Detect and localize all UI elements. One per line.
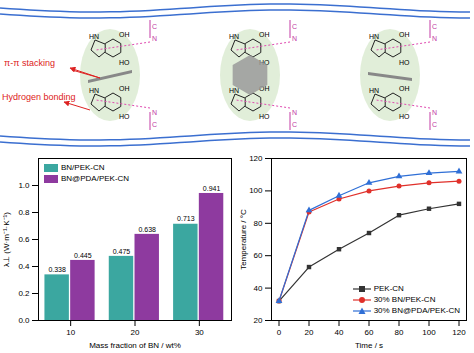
svg-text:HN: HN bbox=[89, 33, 99, 40]
svg-text:40: 40 bbox=[335, 328, 344, 337]
svg-text:120: 120 bbox=[249, 154, 263, 163]
svg-text:C: C bbox=[432, 23, 437, 30]
svg-text:40: 40 bbox=[254, 284, 263, 293]
svg-text:OH: OH bbox=[119, 31, 130, 38]
svg-text:π-π stacking: π-π stacking bbox=[4, 58, 55, 68]
svg-text:OH: OH bbox=[259, 31, 270, 38]
svg-text:60: 60 bbox=[365, 328, 374, 337]
svg-text:0.8: 0.8 bbox=[18, 208, 30, 217]
svg-text:HO: HO bbox=[399, 59, 410, 66]
svg-text:20: 20 bbox=[305, 328, 314, 337]
svg-text:30: 30 bbox=[195, 328, 204, 337]
svg-text:100: 100 bbox=[249, 186, 263, 195]
svg-text:Time / s: Time / s bbox=[355, 341, 383, 350]
svg-text:HN: HN bbox=[229, 87, 239, 94]
svg-text:HN: HN bbox=[369, 87, 379, 94]
svg-text:OH: OH bbox=[399, 31, 410, 38]
svg-text:80: 80 bbox=[254, 219, 263, 228]
svg-text:N: N bbox=[432, 109, 437, 116]
svg-text:OH: OH bbox=[119, 85, 130, 92]
svg-text:0.445: 0.445 bbox=[74, 252, 92, 259]
svg-text:HO: HO bbox=[259, 59, 270, 66]
html-text:BN@PDA/PEK-CN: BN@PDA/PEK-CN bbox=[61, 174, 130, 183]
svg-text:Mass fraction of BN / wt%: Mass fraction of BN / wt% bbox=[89, 341, 181, 350]
svg-text:0.941: 0.941 bbox=[203, 185, 221, 192]
svg-text:HO: HO bbox=[119, 59, 130, 66]
svg-text:C: C bbox=[292, 23, 297, 30]
svg-text:1.0: 1.0 bbox=[18, 181, 30, 190]
svg-text:N: N bbox=[292, 35, 297, 42]
html-text:30% BN@PDA/PEK-CN: 30% BN@PDA/PEK-CN bbox=[373, 306, 460, 315]
svg-text:100: 100 bbox=[422, 328, 436, 337]
svg-text:HN: HN bbox=[229, 33, 239, 40]
svg-text:120: 120 bbox=[452, 328, 466, 337]
svg-text:C: C bbox=[292, 121, 297, 128]
svg-text:10: 10 bbox=[66, 328, 75, 337]
svg-text:HO: HO bbox=[259, 113, 270, 120]
svg-text:Temperature / °C: Temperature / °C bbox=[239, 209, 248, 270]
svg-text:Hydrogen bonding: Hydrogen bonding bbox=[2, 92, 76, 102]
svg-text:HO: HO bbox=[399, 113, 410, 120]
html-text:30% BN/PEK-CN: 30% BN/PEK-CN bbox=[373, 295, 436, 304]
svg-text:HN: HN bbox=[369, 33, 379, 40]
svg-text:OH: OH bbox=[259, 85, 270, 92]
svg-text:0.6: 0.6 bbox=[18, 235, 30, 244]
svg-text:C: C bbox=[152, 23, 157, 30]
svg-text:HO: HO bbox=[119, 113, 130, 120]
svg-text:20: 20 bbox=[254, 316, 263, 325]
svg-text:N: N bbox=[152, 35, 157, 42]
svg-text:0.713: 0.713 bbox=[177, 215, 195, 222]
html-text:PEK-CN: PEK-CN bbox=[373, 284, 404, 293]
svg-text:0.475: 0.475 bbox=[113, 248, 131, 255]
svg-text:OH: OH bbox=[399, 85, 410, 92]
svg-text:C: C bbox=[432, 121, 437, 128]
svg-text:N: N bbox=[152, 109, 157, 116]
svg-text:C: C bbox=[152, 121, 157, 128]
svg-text:N: N bbox=[432, 35, 437, 42]
svg-text:0.2: 0.2 bbox=[18, 289, 30, 298]
svg-text:0.638: 0.638 bbox=[138, 226, 156, 233]
svg-text:80: 80 bbox=[395, 328, 404, 337]
svg-text:HN: HN bbox=[89, 87, 99, 94]
svg-text:0.4: 0.4 bbox=[18, 262, 30, 271]
svg-text:N: N bbox=[292, 109, 297, 116]
svg-text:0.0: 0.0 bbox=[18, 316, 30, 325]
svg-text:60: 60 bbox=[254, 251, 263, 260]
svg-text:0: 0 bbox=[277, 328, 282, 337]
svg-text:20: 20 bbox=[131, 328, 140, 337]
html-text:BN/PEK-CN: BN/PEK-CN bbox=[61, 163, 105, 172]
svg-text:0.338: 0.338 bbox=[48, 266, 66, 273]
svg-text:λ⊥ (W·m⁻¹·K⁻¹): λ⊥ (W·m⁻¹·K⁻¹) bbox=[2, 212, 11, 267]
